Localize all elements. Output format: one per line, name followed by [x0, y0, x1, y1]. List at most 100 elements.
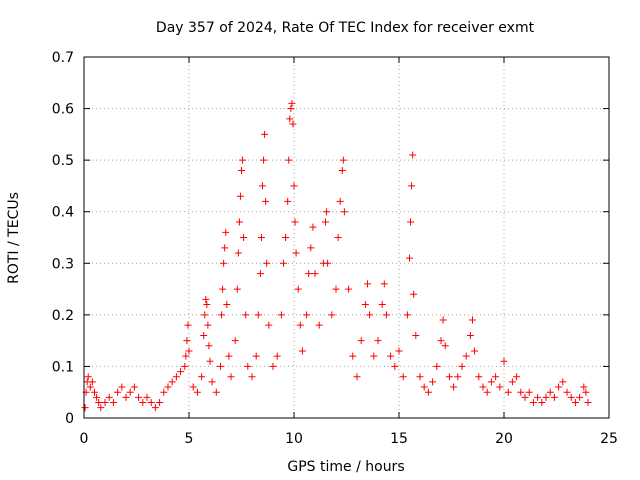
data-point — [298, 347, 306, 355]
data-point — [257, 234, 265, 241]
data-point — [143, 393, 151, 401]
data-point — [403, 311, 411, 319]
data-point — [227, 373, 235, 381]
data-point — [322, 218, 329, 226]
data-point — [441, 342, 449, 350]
data-point — [286, 115, 294, 123]
data-point — [576, 393, 584, 401]
data-point — [349, 352, 357, 360]
data-point — [172, 373, 180, 381]
data-point — [391, 362, 399, 370]
y-tick-label: 0 — [65, 411, 74, 427]
data-point — [256, 270, 264, 278]
data-point — [86, 383, 94, 391]
data-point — [492, 373, 500, 381]
data-point — [218, 311, 226, 319]
data-point — [130, 383, 138, 391]
data-point — [339, 156, 347, 164]
data-point — [580, 383, 588, 391]
data-point — [328, 311, 336, 319]
data-point — [407, 218, 415, 226]
data-point — [374, 337, 382, 345]
data-point — [462, 352, 470, 360]
data-point — [259, 182, 266, 190]
data-point — [345, 285, 353, 293]
data-point — [563, 388, 571, 396]
data-point — [206, 357, 214, 365]
data-point — [315, 321, 323, 329]
data-point — [139, 399, 147, 407]
data-point — [475, 373, 483, 381]
data-point — [550, 393, 558, 401]
data-point — [458, 362, 466, 370]
data-point — [181, 362, 189, 370]
data-point — [189, 383, 197, 391]
y-axis-label: ROTI / TECUs — [6, 192, 22, 284]
data-point — [225, 352, 233, 360]
data-point — [424, 388, 432, 396]
data-point — [212, 388, 220, 396]
data-point — [546, 388, 554, 396]
data-point — [265, 321, 273, 329]
data-point — [202, 295, 210, 303]
data-point — [235, 218, 243, 226]
data-point — [220, 259, 228, 267]
data-point — [338, 166, 346, 174]
data-point — [387, 352, 395, 360]
data-point — [454, 373, 462, 381]
plot-frame — [83, 56, 610, 419]
chart-title: Day 357 of 2024, Rate Of TEC Index for r… — [156, 20, 535, 36]
data-point — [234, 249, 242, 257]
x-tick-label: 25 — [600, 431, 618, 447]
data-point — [380, 280, 388, 288]
data-point — [147, 399, 155, 407]
data-point — [248, 373, 256, 381]
y-tick-label: 0.7 — [52, 50, 74, 66]
data-point — [307, 244, 315, 252]
data-point — [409, 151, 417, 159]
y-tick-label: 0.4 — [52, 205, 74, 221]
data-point — [303, 311, 311, 319]
data-point — [122, 393, 130, 401]
data-point — [416, 373, 424, 381]
data-point — [217, 362, 224, 370]
data-point — [466, 331, 474, 339]
data-point — [205, 342, 213, 350]
data-point — [584, 399, 592, 407]
data-point — [450, 383, 458, 391]
data-point — [534, 393, 542, 401]
data-point — [81, 404, 89, 412]
data-point — [395, 347, 403, 355]
data-point — [185, 347, 193, 355]
data-point — [221, 244, 229, 252]
data-point — [109, 399, 117, 407]
data-point — [582, 388, 590, 396]
data-point — [135, 393, 143, 401]
data-point — [151, 404, 159, 412]
x-tick-label: 15 — [390, 431, 408, 447]
data-point — [262, 197, 270, 205]
data-point — [231, 337, 239, 345]
data-point — [290, 182, 298, 190]
data-point — [483, 388, 491, 396]
data-point — [156, 399, 164, 407]
data-point — [370, 352, 378, 360]
data-point — [238, 166, 245, 174]
data-point — [93, 393, 101, 401]
data-point — [254, 311, 262, 319]
data-point — [555, 383, 563, 391]
data-point — [361, 301, 369, 309]
data-point — [280, 259, 287, 267]
x-tick-label: 5 — [185, 431, 194, 447]
data-point — [538, 399, 546, 407]
data-point — [364, 280, 371, 288]
data-point — [91, 388, 98, 396]
data-point — [445, 373, 453, 381]
data-point — [88, 378, 96, 386]
data-point — [305, 270, 313, 278]
data-point — [201, 311, 209, 319]
data-point — [479, 383, 487, 391]
data-point — [177, 368, 185, 376]
data-point — [433, 362, 441, 370]
data-point — [184, 321, 192, 329]
